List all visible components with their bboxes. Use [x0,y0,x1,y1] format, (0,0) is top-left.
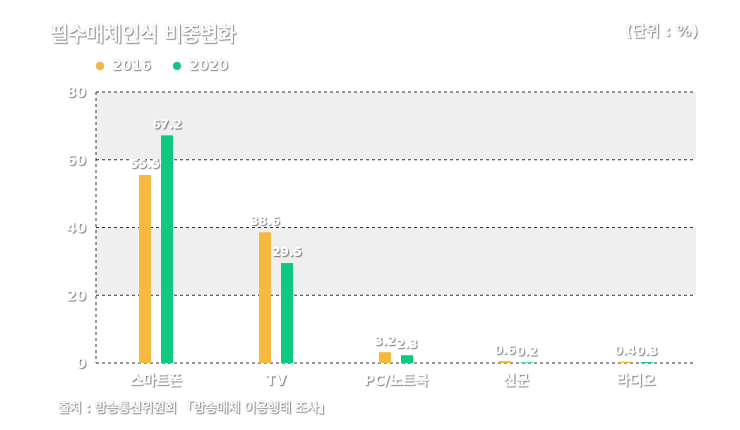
data-label: 3.2 [374,334,395,348]
data-label: 38.6 [250,214,280,228]
x-tick-label: 스마트폰 [130,373,182,389]
legend-swatch-2020 [172,62,181,70]
y-tick-label: 0 [76,356,86,372]
background-bands [96,92,696,296]
bar-2016 [499,360,511,363]
x-tick-label: 라디오 [617,373,656,389]
bar-2016 [619,361,631,363]
legend-swatch-2016 [96,62,104,70]
bars [139,135,653,363]
data-label: 0.4 [614,344,635,358]
data-label: 0.6 [494,343,515,357]
data-label: 67.2 [152,117,182,131]
grid-band [96,227,696,296]
source-note: 출처 : 방송통신위원회 「방송매체 이용행태 조사」 [58,401,331,416]
legend-label-2020: 2020 [188,58,228,74]
bar-2020 [161,135,173,363]
data-label: 0.2 [516,344,537,358]
data-label: 2.3 [396,337,417,351]
x-tick-label: TV [266,373,287,389]
legend-item-2016: 2016 [96,58,151,74]
data-label: 55.5 [130,157,160,171]
y-tick-label: 40 [67,221,87,237]
bar-2020 [521,362,533,363]
bar-2016 [139,174,151,363]
data-label: 0.3 [636,344,657,358]
x-tick-label: PC/노트북 [364,373,428,389]
x-tick-label: 신문 [503,373,529,389]
y-axis: 0 20 40 60 80 [67,85,87,372]
bar-2020 [401,355,413,363]
unit-label: (단위 : %) [625,22,698,40]
gridlines [95,91,696,364]
grid-band [96,92,696,160]
bar-2020 [641,361,653,363]
y-tick-label: 20 [67,288,87,304]
y-tick-label: 80 [67,85,87,101]
bar-2016 [259,232,271,363]
bar-2020 [281,263,293,363]
legend-label-2016: 2016 [112,58,151,74]
bar-2016 [379,352,391,363]
x-axis: 스마트폰 TV PC/노트북 신문 라디오 [130,373,655,389]
legend-item-2020: 2020 [172,58,228,74]
y-tick-label: 60 [67,153,87,169]
legend: 2016 2020 [96,58,228,74]
data-label: 29.5 [272,245,302,259]
data-labels: 55.5 67.2 38.6 29.5 3.2 2.3 0.6 0.2 0.4 0.3 [130,117,657,358]
chart-title: 필수매체인식 비중변화 [50,22,236,46]
